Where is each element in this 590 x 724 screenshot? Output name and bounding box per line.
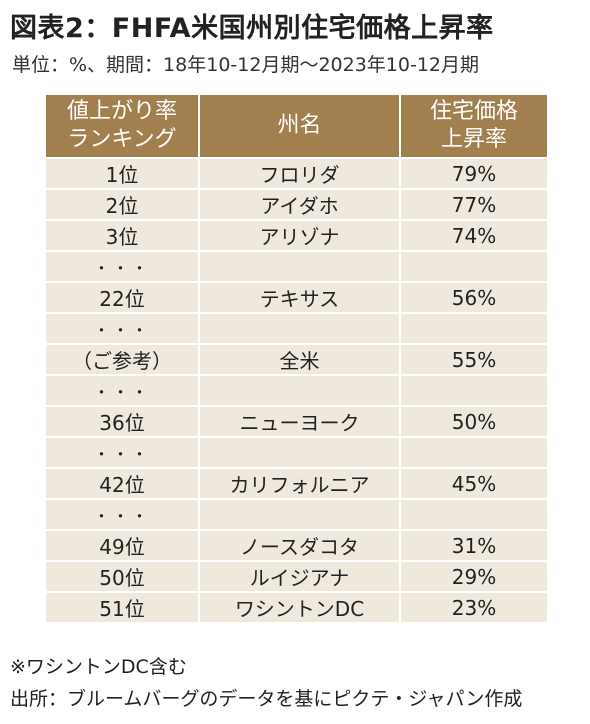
state-cell: ルイジアナ bbox=[198, 560, 401, 593]
rank-cell: ・・・ bbox=[44, 374, 200, 407]
state-cell: フロリダ bbox=[198, 157, 401, 190]
table-row: ・・・ bbox=[44, 250, 549, 283]
state-cell: ノースダコタ bbox=[198, 529, 401, 562]
state-cell bbox=[198, 436, 401, 469]
table-body: 1位 フロリダ 79% 2位 アイダホ 77% 3位 アリゾナ 74% ・・・ 22位 テキサス 56%… bbox=[44, 157, 549, 624]
header-rank: 値上がり率 ランキング bbox=[44, 93, 200, 159]
rank-cell: 51位 bbox=[44, 591, 200, 624]
state-cell: ワシントンDC bbox=[198, 591, 401, 624]
rate-cell: 29% bbox=[399, 560, 549, 593]
rate-cell: 79% bbox=[399, 157, 549, 190]
rate-cell bbox=[399, 250, 549, 283]
state-cell: 全米 bbox=[198, 343, 401, 376]
state-cell bbox=[198, 374, 401, 407]
rank-cell: 2位 bbox=[44, 188, 200, 221]
table-row: 22位 テキサス 56% bbox=[44, 281, 549, 314]
rate-cell: 55% bbox=[399, 343, 549, 376]
header-state: 州名 bbox=[198, 93, 401, 159]
table-row: 1位 フロリダ 79% bbox=[44, 157, 549, 190]
rank-cell: 50位 bbox=[44, 560, 200, 593]
rank-cell: ・・・ bbox=[44, 498, 200, 531]
rate-cell: 56% bbox=[399, 281, 549, 314]
rate-cell bbox=[399, 374, 549, 407]
ranking-table: 値上がり率 ランキング 州名 住宅価格 上昇率 1位 フロリダ 79% 2位 アイダホ 77%… bbox=[44, 93, 549, 624]
rank-cell: 22位 bbox=[44, 281, 200, 314]
state-cell bbox=[198, 312, 401, 345]
state-cell: アリゾナ bbox=[198, 219, 401, 252]
table-row: 36位 ニューヨーク 50% bbox=[44, 405, 549, 438]
table-row: ・・・ bbox=[44, 312, 549, 345]
rank-cell: 42位 bbox=[44, 467, 200, 500]
rank-cell: ・・・ bbox=[44, 436, 200, 469]
table-row: 3位 アリゾナ 74% bbox=[44, 219, 549, 252]
rank-cell: （ご参考） bbox=[44, 343, 200, 376]
rate-cell: 23% bbox=[399, 591, 549, 624]
table-row: 50位 ルイジアナ 29% bbox=[44, 560, 549, 593]
table-row: （ご参考） 全米 55% bbox=[44, 343, 549, 376]
rank-cell: 36位 bbox=[44, 405, 200, 438]
table-row: 2位 アイダホ 77% bbox=[44, 188, 549, 221]
state-cell bbox=[198, 250, 401, 283]
state-cell: ニューヨーク bbox=[198, 405, 401, 438]
state-cell bbox=[198, 498, 401, 531]
state-cell: アイダホ bbox=[198, 188, 401, 221]
state-cell: カリフォルニア bbox=[198, 467, 401, 500]
rate-cell bbox=[399, 498, 549, 531]
rank-cell: 49位 bbox=[44, 529, 200, 562]
rank-cell: 1位 bbox=[44, 157, 200, 190]
table-row: 49位 ノースダコタ 31% bbox=[44, 529, 549, 562]
rate-cell: 31% bbox=[399, 529, 549, 562]
table-row: ・・・ bbox=[44, 498, 549, 531]
rate-cell: 77% bbox=[399, 188, 549, 221]
footnote: ※ワシントンDC含む bbox=[10, 656, 187, 678]
rate-cell bbox=[399, 312, 549, 345]
table-row: ・・・ bbox=[44, 374, 549, 407]
table-row: 51位 ワシントンDC 23% bbox=[44, 591, 549, 624]
rate-cell: 74% bbox=[399, 219, 549, 252]
table-row: ・・・ bbox=[44, 436, 549, 469]
rate-cell: 50% bbox=[399, 405, 549, 438]
rate-cell bbox=[399, 436, 549, 469]
header-rate: 住宅価格 上昇率 bbox=[399, 93, 549, 159]
chart-subtitle: 単位：%、期間：18年10-12月期～2023年10-12月期 bbox=[12, 54, 480, 76]
state-cell: テキサス bbox=[198, 281, 401, 314]
table-header-row: 値上がり率 ランキング 州名 住宅価格 上昇率 bbox=[44, 93, 549, 159]
rank-cell: 3位 bbox=[44, 219, 200, 252]
rank-cell: ・・・ bbox=[44, 312, 200, 345]
chart-title: 図表2：FHFA米国州別住宅価格上昇率 bbox=[10, 13, 494, 44]
source-note: 出所：ブルームバーグのデータを基にピクテ・ジャパン作成 bbox=[10, 688, 523, 710]
rate-cell: 45% bbox=[399, 467, 549, 500]
table-row: 42位 カリフォルニア 45% bbox=[44, 467, 549, 500]
rank-cell: ・・・ bbox=[44, 250, 200, 283]
